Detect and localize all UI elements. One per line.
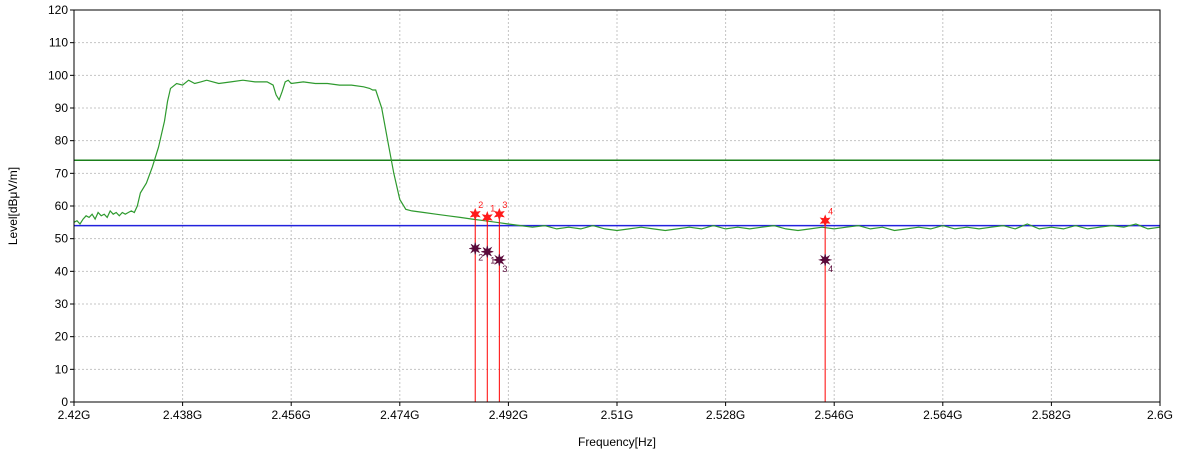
y-tick-label: 80 (55, 134, 69, 148)
peak-marker-label: 3 (502, 200, 507, 210)
y-tick-label: 110 (49, 36, 68, 50)
x-axis-label: Frequency[Hz] (578, 435, 656, 449)
avg-marker-label: 3 (502, 264, 507, 274)
y-tick-label: 30 (55, 297, 69, 311)
y-tick-label: 60 (55, 199, 69, 213)
avg-marker (481, 245, 494, 258)
y-tick-label: 40 (55, 264, 69, 278)
x-tick-label: 2.546G (815, 408, 854, 422)
x-tick-label: 2.474G (380, 408, 419, 422)
y-tick-label: 50 (55, 232, 69, 246)
avg-marker (469, 242, 482, 255)
peak-marker (493, 207, 505, 221)
y-tick-label: 10 (55, 362, 69, 376)
trace-layer (73, 79, 1161, 232)
x-tick-label: 2.456G (272, 408, 311, 422)
x-tick-label: 2.528G (706, 408, 745, 422)
peak-marker-label: 1 (490, 203, 495, 213)
x-tick-label: 2.51G (601, 408, 634, 422)
spectrum-trace (73, 79, 1161, 232)
peak-marker-label: 2 (478, 200, 483, 210)
y-tick-label: 0 (61, 395, 68, 409)
limit-lines (74, 159, 1160, 227)
x-tick-label: 2.42G (58, 408, 91, 422)
x-tick-label: 2.6G (1147, 408, 1173, 422)
avg-marker-label: 2 (478, 252, 483, 262)
avg-marker (492, 253, 507, 266)
x-tick-label: 2.564G (923, 408, 962, 422)
x-tick-label: 2.582G (1032, 408, 1071, 422)
avg-marker-label: 4 (828, 264, 833, 274)
peak-marker-label: 4 (828, 207, 833, 217)
x-tick-label: 2.492G (489, 408, 528, 422)
avg-marker (818, 253, 833, 266)
peak-marker (481, 211, 493, 224)
peak-marker (819, 214, 831, 228)
avg-marker-label: 1 (490, 256, 495, 266)
grid (73, 9, 1161, 403)
x-tick-label: 2.438G (163, 408, 202, 422)
y-tick-label: 120 (48, 3, 68, 17)
y-tick-label: 100 (48, 68, 68, 82)
peak-marker (469, 207, 481, 221)
x-axis-ticks: 2.42G 2.438G 2.456G 2.474G 2.492G 2.51G 2.528G… (58, 402, 1173, 422)
y-axis-label: Level[dBμV/m] (6, 167, 20, 245)
y-tick-label: 70 (55, 166, 69, 180)
y-tick-label: 90 (55, 101, 69, 115)
y-axis-ticks: 0 10 20 30 40 50 60 70 80 90 100 110 120 (48, 3, 74, 409)
y-tick-label: 20 (55, 330, 69, 344)
